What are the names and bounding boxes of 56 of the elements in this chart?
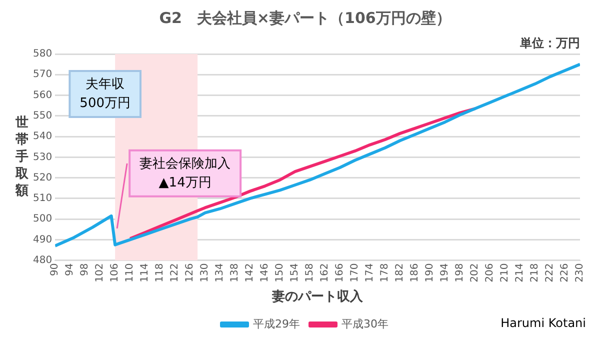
y-tick-label: 480 xyxy=(32,254,52,266)
y-tick-label: 540 xyxy=(32,131,52,142)
x-tick-label: 150 xyxy=(274,263,286,282)
chart-title: G2 夫会社員×妻パート（106万円の壁） xyxy=(159,8,451,27)
x-tick-label: 126 xyxy=(184,263,196,282)
x-tick-label: 114 xyxy=(140,263,151,282)
x-tick-label: 222 xyxy=(544,263,556,282)
x-tick-label: 194 xyxy=(440,263,451,282)
x-tick-label: 218 xyxy=(530,263,541,282)
x-tick-label: 130 xyxy=(200,263,211,282)
y-tick-label: 570 xyxy=(32,69,52,80)
y-tick-label: 500 xyxy=(32,214,52,225)
y-tick-label: 560 xyxy=(32,90,52,101)
x-tick-label: 90 xyxy=(50,263,61,276)
x-tick-label: 182 xyxy=(394,263,406,282)
x-tick-label: 190 xyxy=(424,263,436,282)
x-tick-label: 166 xyxy=(334,263,346,282)
x-axis-title: 妻のパート収入 xyxy=(271,288,364,305)
y-tick-label: 520 xyxy=(32,172,52,184)
y-tick-label: 580 xyxy=(32,48,52,60)
x-tick-label: 142 xyxy=(244,263,256,282)
x-tick-label: 118 xyxy=(154,263,166,282)
x-tick-label: 102 xyxy=(94,263,106,282)
x-tick-label: 146 xyxy=(260,263,271,282)
x-tick-label: 198 xyxy=(454,263,466,282)
x-tick-label: 122 xyxy=(170,263,181,282)
x-tick-label: 138 xyxy=(230,263,241,282)
x-tick-label: 106 xyxy=(110,263,121,282)
y-tick-label: 490 xyxy=(32,234,52,246)
x-tick-label: 174 xyxy=(364,263,376,282)
legend-label: 平成29年 xyxy=(253,317,300,330)
x-tick-label: 170 xyxy=(350,263,361,282)
y-tick-label: 550 xyxy=(32,110,52,122)
y-tick-label: 530 xyxy=(32,152,52,163)
annotation: 妻社会保険加入 ▲14万円 xyxy=(140,156,231,190)
x-tick-label: 178 xyxy=(380,263,391,282)
x-tick-label: 154 xyxy=(290,263,301,282)
x-tick-label: 134 xyxy=(214,263,226,282)
x-tick-label: 206 xyxy=(484,263,496,282)
y-tick-label: 510 xyxy=(32,193,52,204)
y-axis-title: 世帯手取額 xyxy=(14,116,30,199)
text: 単位：万円 xyxy=(519,36,580,50)
legend-label: 平成30年 xyxy=(342,317,388,330)
x-tick-label: 94 xyxy=(64,263,76,276)
x-tick-label: 110 xyxy=(124,263,136,282)
x-tick-label: 214 xyxy=(514,263,526,282)
x-tick-label: 230 xyxy=(574,263,586,282)
x-tick-label: 202 xyxy=(470,263,481,282)
text: Harumi Kotani xyxy=(500,316,586,330)
x-tick-label: 98 xyxy=(80,263,91,276)
x-tick-label: 226 xyxy=(560,263,571,282)
x-tick-label: 210 xyxy=(500,263,511,282)
x-tick-label: 158 xyxy=(304,263,316,282)
x-tick-label: 162 xyxy=(320,263,331,282)
annotation: 夫年収 500万円 xyxy=(80,76,130,111)
x-tick-label: 186 xyxy=(410,263,421,282)
